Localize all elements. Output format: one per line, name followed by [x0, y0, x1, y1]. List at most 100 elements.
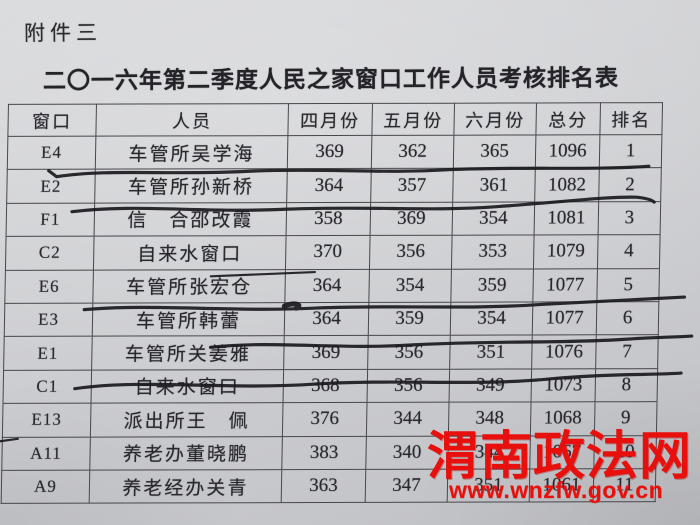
cell-june: 351 — [449, 335, 533, 369]
cell-april: 369 — [287, 135, 372, 170]
cell-rank: 10 — [593, 435, 657, 469]
column-header: 六月份 — [453, 102, 537, 136]
cell-name: 信 合邵改霞 — [94, 202, 287, 237]
cell-name: 自来水窗口 — [93, 235, 287, 270]
cell-name: 派出所王 佩 — [90, 402, 284, 437]
table-row: C1 自来水窗口 368 356 349 1073 8 — [2, 368, 658, 404]
cell-name: 车管所孙新桥 — [94, 169, 288, 203]
cell-total: 1068 — [530, 401, 596, 436]
cell-rank: 11 — [593, 468, 656, 503]
cell-june: 354 — [452, 201, 535, 236]
column-header: 总分 — [535, 102, 601, 135]
cell-window: E3 — [4, 303, 93, 337]
cell-window: E4 — [7, 136, 96, 170]
cell-rank: 6 — [596, 301, 659, 336]
cell-june: 359 — [450, 268, 534, 303]
cell-total: 1077 — [532, 268, 598, 302]
cell-window: C2 — [5, 236, 95, 270]
cell-window: E1 — [3, 336, 93, 371]
cell-april: 369 — [283, 335, 369, 370]
cell-may: 362 — [371, 135, 454, 169]
cell-may: 344 — [366, 402, 450, 436]
cell-june: 349 — [449, 368, 532, 403]
cell-total: 1081 — [534, 201, 599, 236]
table-row: E13 派出所王 佩 376 344 348 1068 9 — [2, 401, 658, 437]
cell-total: 1079 — [533, 234, 599, 269]
column-header: 人员 — [95, 103, 289, 137]
cell-april: 363 — [281, 469, 366, 503]
cell-total: 1061 — [529, 468, 594, 503]
cell-rank: 9 — [594, 401, 658, 436]
cell-may: 369 — [370, 201, 453, 236]
table-row: F1 信 合邵改霞 358 369 354 1081 3 — [6, 201, 661, 237]
column-header: 窗口 — [7, 104, 97, 137]
cell-april: 370 — [285, 235, 371, 270]
cell-june: 365 — [453, 134, 536, 169]
cell-june: 344 — [447, 435, 531, 470]
cell-name: 车管所关姜雅 — [91, 335, 285, 370]
cell-name: 自来水窗口 — [90, 369, 284, 404]
column-header: 四月份 — [287, 103, 373, 136]
column-header: 排名 — [599, 102, 663, 135]
cell-total: 1067 — [529, 435, 595, 469]
cell-may: 340 — [365, 435, 449, 470]
cell-rank: 7 — [595, 334, 659, 369]
cell-name: 车管所吴学海 — [95, 135, 288, 170]
table-row: E3 车管所韩蕾 364 359 354 1077 6 — [4, 301, 659, 337]
cell-april: 358 — [286, 202, 371, 236]
cell-window: C1 — [2, 369, 92, 404]
cell-name: 车管所韩蕾 — [92, 302, 285, 337]
table-row: E6 车管所张宏仓 364 354 359 1077 5 — [4, 268, 660, 304]
cell-window: E2 — [6, 169, 96, 204]
table-row: A11 养老办董晓鹏 383 340 344 1067 10 — [1, 435, 657, 471]
attachment-label: 附件三 — [23, 20, 103, 46]
cell-total: 1077 — [532, 301, 597, 336]
cell-window: E6 — [4, 269, 94, 304]
cell-total: 1096 — [535, 134, 600, 169]
column-header: 五月份 — [371, 103, 455, 136]
table-row: C2 自来水窗口 370 356 353 1079 4 — [5, 234, 661, 270]
cell-rank: 1 — [599, 134, 662, 169]
cell-window: A9 — [1, 470, 90, 504]
cell-june: 351 — [447, 468, 530, 503]
table-header-row: 窗口 人员 四月份 五月份 六月份 总分 排名 — [7, 102, 663, 137]
cell-may: 354 — [368, 268, 452, 303]
cell-rank: 5 — [596, 268, 660, 302]
cell-total: 1082 — [534, 168, 600, 202]
cell-april: 368 — [283, 369, 368, 403]
cell-window: A11 — [1, 436, 91, 471]
cell-april: 364 — [286, 168, 372, 203]
cell-june: 353 — [451, 235, 535, 269]
cell-may: 356 — [367, 368, 450, 403]
cell-june: 348 — [448, 402, 532, 436]
cell-window: E13 — [2, 403, 91, 437]
ranking-table: 窗口 人员 四月份 五月份 六月份 总分 排名 E4 车管所吴学海 369 362 365 1096 1… — [1, 102, 663, 504]
cell-may: 359 — [368, 302, 451, 336]
cell-june: 361 — [452, 168, 536, 202]
cell-name: 车管所张宏仓 — [92, 269, 286, 304]
cell-june: 354 — [450, 301, 533, 336]
cell-total: 1073 — [531, 368, 596, 403]
table-row: A9 养老经办关青 363 347 351 1061 11 — [1, 468, 656, 504]
cell-april: 376 — [282, 402, 368, 437]
cell-may: 357 — [370, 168, 454, 203]
ranking-table-wrap: 窗口 人员 四月份 五月份 六月份 总分 排名 E4 车管所吴学海 369 362 365 1096 1… — [0, 102, 694, 504]
cell-rank: 8 — [595, 368, 658, 402]
cell-may: 356 — [367, 335, 451, 370]
cell-april: 364 — [284, 268, 370, 303]
cell-name: 养老经办关青 — [89, 469, 282, 504]
table-row: E1 车管所关姜雅 369 356 351 1076 7 — [3, 334, 659, 371]
cell-may: 347 — [365, 469, 448, 503]
page-title: 二〇一六年第二季度人民之家窗口工作人员考核排名表 — [42, 65, 620, 94]
cell-rank: 4 — [597, 234, 661, 269]
cell-total: 1076 — [531, 335, 597, 369]
cell-april: 364 — [284, 302, 369, 336]
cell-april: 383 — [281, 435, 367, 470]
table-row: E4 车管所吴学海 369 362 365 1096 1 — [7, 134, 662, 170]
cell-rank: 3 — [598, 201, 661, 235]
cell-rank: 2 — [598, 168, 662, 202]
cell-may: 356 — [369, 235, 453, 269]
cell-window: F1 — [6, 202, 95, 237]
cell-name: 养老办董晓鹏 — [89, 436, 283, 471]
